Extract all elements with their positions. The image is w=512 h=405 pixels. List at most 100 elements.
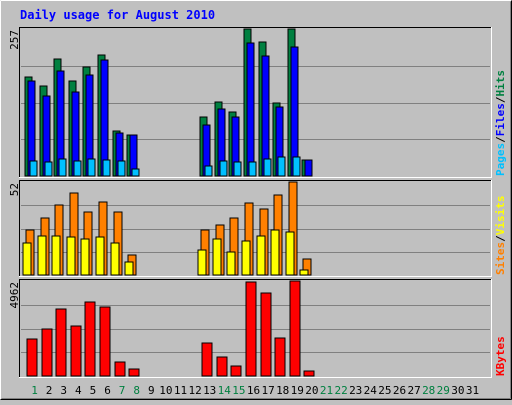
day-label-11: 11 bbox=[174, 384, 187, 397]
legend-entry: Files bbox=[494, 103, 507, 136]
bar-pages-day-2 bbox=[44, 161, 53, 177]
day-label-15: 15 bbox=[232, 384, 245, 397]
day-label-23: 23 bbox=[349, 384, 362, 397]
bar-pages-day-14 bbox=[219, 160, 228, 177]
bar-visits-day-19 bbox=[285, 231, 295, 276]
bar-visits-day-2 bbox=[37, 235, 47, 276]
legend-entry: Pages bbox=[494, 143, 507, 176]
day-label-29: 29 bbox=[437, 384, 450, 397]
day-label-22: 22 bbox=[334, 384, 347, 397]
day-label-8: 8 bbox=[133, 384, 140, 397]
legend-entry: / bbox=[494, 136, 507, 143]
y-max-label-hits: 257 bbox=[8, 30, 21, 50]
legend-entry: Hits bbox=[494, 70, 507, 97]
day-label-13: 13 bbox=[203, 384, 216, 397]
bar-pages-day-15 bbox=[233, 161, 242, 177]
bar-visits-day-13 bbox=[197, 249, 207, 276]
day-label-1: 1 bbox=[31, 384, 38, 397]
bar-pages-day-19 bbox=[292, 156, 301, 177]
panel-kbytes: 4962 KBytes bbox=[8, 279, 507, 378]
bar-visits-day-7 bbox=[110, 242, 120, 276]
day-label-3: 3 bbox=[60, 384, 67, 397]
legend-entry: / bbox=[494, 96, 507, 103]
day-label-28: 28 bbox=[422, 384, 435, 397]
bar-visits-day-18 bbox=[270, 229, 280, 276]
day-label-31: 31 bbox=[466, 384, 479, 397]
bar-kbytes-day-3 bbox=[55, 308, 67, 377]
day-label-20: 20 bbox=[305, 384, 318, 397]
day-label-5: 5 bbox=[90, 384, 97, 397]
legend-kbytes: KBytes bbox=[494, 336, 507, 376]
bar-kbytes-day-13 bbox=[201, 342, 213, 377]
bar-pages-day-5 bbox=[87, 158, 96, 177]
bar-visits-day-16 bbox=[241, 240, 251, 276]
legend-entry: Visits bbox=[494, 196, 507, 236]
bar-kbytes-day-2 bbox=[41, 328, 53, 377]
day-label-9: 9 bbox=[148, 384, 155, 397]
bar-visits-day-4 bbox=[66, 236, 76, 276]
panel-visits: 52 Sites/Visits bbox=[8, 180, 507, 277]
day-label-24: 24 bbox=[364, 384, 378, 397]
bar-kbytes-day-6 bbox=[99, 306, 111, 377]
day-label-17: 17 bbox=[261, 384, 274, 397]
panels-layer: 257Pages/Files/Hits52Sites/Visits4962KBy… bbox=[8, 27, 507, 378]
bar-kbytes-day-1 bbox=[26, 338, 38, 377]
bar-pages-day-3 bbox=[58, 158, 67, 177]
legend-visits: Sites/Visits bbox=[494, 196, 507, 276]
bar-pages-day-18 bbox=[277, 156, 286, 177]
y-max-label-kbytes: 4962 bbox=[8, 282, 21, 309]
bar-visits-day-3 bbox=[51, 235, 61, 276]
bar-pages-day-7 bbox=[117, 160, 126, 177]
day-label-27: 27 bbox=[407, 384, 420, 397]
bar-visits-day-17 bbox=[256, 235, 266, 276]
bar-visits-day-14 bbox=[212, 238, 222, 276]
bar-pages-day-6 bbox=[102, 159, 111, 177]
day-label-18: 18 bbox=[276, 384, 289, 397]
day-label-12: 12 bbox=[188, 384, 201, 397]
day-label-2: 2 bbox=[46, 384, 53, 397]
bar-pages-day-13 bbox=[204, 165, 213, 177]
day-label-30: 30 bbox=[451, 384, 464, 397]
bar-visits-day-6 bbox=[95, 236, 105, 276]
bar-kbytes-day-18 bbox=[274, 337, 286, 377]
day-label-7: 7 bbox=[119, 384, 126, 397]
bar-kbytes-day-19 bbox=[289, 280, 301, 377]
bar-files-day-20 bbox=[304, 159, 313, 177]
day-label-25: 25 bbox=[378, 384, 391, 397]
legend-hits: Pages/Files/Hits bbox=[494, 70, 507, 176]
bar-kbytes-day-15 bbox=[230, 365, 242, 377]
bar-visits-day-8 bbox=[124, 261, 134, 276]
bar-kbytes-day-16 bbox=[245, 281, 257, 377]
bar-visits-day-5 bbox=[80, 238, 90, 276]
day-label-14: 14 bbox=[218, 384, 232, 397]
legend-entry: KBytes bbox=[494, 336, 507, 376]
bar-kbytes-day-7 bbox=[114, 361, 126, 377]
bar-kbytes-day-20 bbox=[303, 370, 315, 377]
bar-pages-day-1 bbox=[29, 160, 38, 177]
day-label-16: 16 bbox=[247, 384, 260, 397]
bar-kbytes-day-14 bbox=[216, 356, 228, 377]
day-label-10: 10 bbox=[159, 384, 172, 397]
bar-kbytes-day-5 bbox=[84, 301, 96, 377]
bar-kbytes-day-17 bbox=[260, 292, 272, 377]
bar-kbytes-day-8 bbox=[128, 368, 140, 377]
bar-kbytes-day-4 bbox=[70, 325, 82, 377]
bar-files-day-6 bbox=[100, 59, 109, 177]
day-labels: 1 2 3 4 5 6 7 8 9 10 11 12 13 14 15 16 17 18 19 20 21 22 23 24 2… bbox=[31, 384, 479, 397]
bar-files-day-16 bbox=[246, 42, 255, 177]
bar-pages-day-17 bbox=[263, 158, 272, 177]
bar-files-day-17 bbox=[261, 55, 270, 177]
bar-visits-day-15 bbox=[226, 251, 236, 276]
bar-visits-day-1 bbox=[22, 242, 32, 276]
legend-entry: / bbox=[494, 235, 507, 242]
day-label-6: 6 bbox=[104, 384, 111, 397]
bar-pages-day-8 bbox=[131, 168, 140, 177]
day-label-19: 19 bbox=[291, 384, 304, 397]
y-max-label-visits: 52 bbox=[8, 183, 21, 196]
day-label-21: 21 bbox=[320, 384, 333, 397]
bar-pages-day-16 bbox=[248, 161, 257, 177]
legend-entry: Sites bbox=[494, 242, 507, 275]
